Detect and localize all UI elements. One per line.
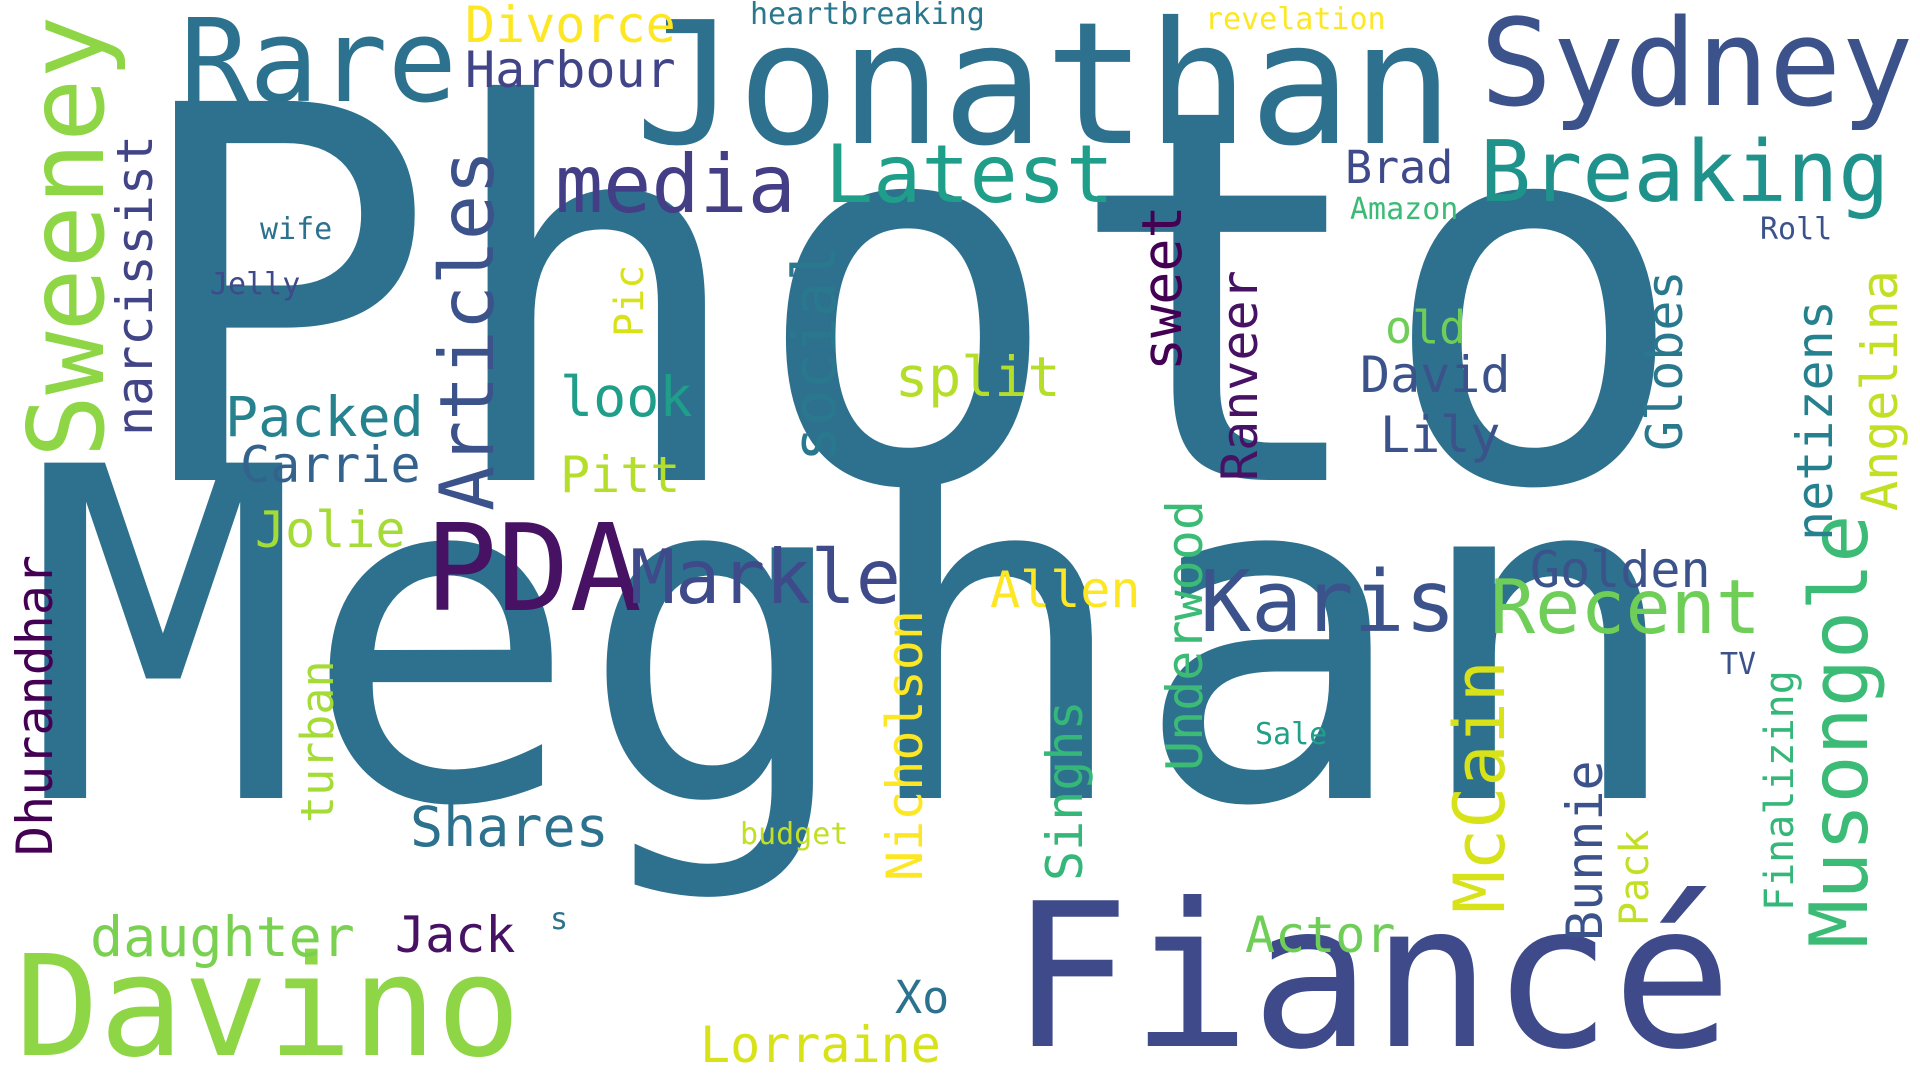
cloud-word: Davino (15, 926, 521, 1080)
cloud-word: Xo (895, 971, 950, 1024)
cloud-word: Underwood (1156, 500, 1214, 771)
cloud-word: Shares (410, 795, 609, 859)
cloud-word: Ranveer (1211, 270, 1269, 481)
cloud-word: s (550, 902, 569, 937)
cloud-word: McCain (1439, 660, 1521, 913)
cloud-word: Photo (125, 0, 1691, 603)
cloud-word: Pic (607, 264, 653, 337)
cloud-word: Recent (1490, 563, 1761, 651)
cloud-word: Jolie (255, 501, 406, 559)
cloud-word: Lily (1380, 406, 1501, 464)
cloud-word: Breaking (1480, 123, 1890, 222)
cloud-word: Latest (825, 128, 1114, 221)
cloud-word: Roll (1760, 212, 1833, 247)
cloud-word: Rare (180, 0, 457, 129)
cloud-word: Jonathan (635, 0, 1454, 184)
cloud-word: daughter (90, 905, 355, 969)
cloud-word: Karis (1200, 553, 1456, 652)
cloud-word: budget (740, 817, 849, 852)
cloud-word: wife (260, 212, 333, 247)
cloud-word: Finalizing (1757, 670, 1803, 911)
cloud-word: Meghan (25, 372, 1687, 907)
cloud-word: Sydney (1480, 0, 1914, 134)
cloud-word: Dhurandhar (6, 554, 64, 856)
cloud-word: Jack (395, 906, 516, 964)
cloud-word: Musongole (1793, 514, 1886, 948)
cloud-word: Markle (630, 533, 901, 621)
cloud-word: look (560, 365, 693, 429)
cloud-word: Golden (1530, 541, 1711, 599)
cloud-word: Divorce (465, 0, 676, 54)
cloud-word: Packed (225, 385, 424, 449)
cloud-word: Carrie (240, 436, 421, 494)
cloud-word: Angelina (1851, 270, 1909, 511)
cloud-word: Sweeney (6, 15, 128, 458)
cloud-word: Articles (423, 149, 511, 511)
cloud-word: Harbour (465, 41, 676, 99)
cloud-word: TV (1720, 647, 1757, 682)
cloud-word: split (895, 345, 1061, 409)
cloud-word: Amazon (1350, 192, 1459, 227)
cloud-word: Allen (990, 561, 1141, 619)
cloud-word: Singhs (1036, 700, 1094, 881)
cloud-word: old (1385, 301, 1467, 354)
cloud-word: heartbreaking (750, 0, 985, 32)
cloud-word: PDA (425, 500, 642, 639)
cloud-word: Brad (1345, 141, 1454, 194)
cloud-word: turban (291, 660, 344, 823)
cloud-word: netizens (1786, 300, 1844, 541)
cloud-word: Bunnie (1556, 760, 1614, 941)
cloud-word: Jelly (210, 267, 301, 302)
cloud-word: media (555, 138, 796, 231)
cloud-word: David (1360, 346, 1511, 404)
cloud-word: Sale (1255, 717, 1328, 752)
cloud-word: narcissist (106, 134, 164, 436)
cloud-word: revelation (1205, 2, 1386, 37)
cloud-word: Actor (1245, 906, 1396, 964)
cloud-word: Lorraine (700, 1016, 941, 1074)
cloud-word: sweet (1130, 205, 1194, 371)
cloud-word: Pack (1612, 829, 1658, 926)
cloud-word: Globes (1636, 270, 1694, 451)
cloud-word: Nicholson (876, 610, 934, 881)
cloud-word: Pitt (560, 446, 681, 504)
cloud-word: social (780, 245, 850, 462)
cloud-word: Fiancé (1010, 861, 1733, 1080)
